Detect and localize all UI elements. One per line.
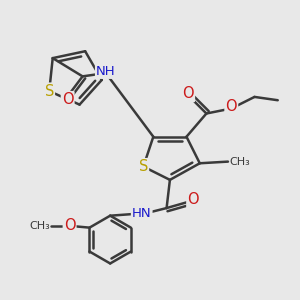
Text: O: O	[226, 99, 237, 114]
Text: O: O	[62, 92, 74, 107]
Text: O: O	[187, 192, 199, 207]
Text: O: O	[182, 86, 194, 101]
Text: O: O	[64, 218, 75, 233]
Text: CH₃: CH₃	[230, 157, 250, 166]
Text: NH: NH	[96, 65, 116, 78]
Text: CH₃: CH₃	[29, 221, 50, 231]
Text: S: S	[45, 84, 54, 99]
Text: S: S	[139, 159, 148, 174]
Text: HN: HN	[132, 206, 152, 220]
